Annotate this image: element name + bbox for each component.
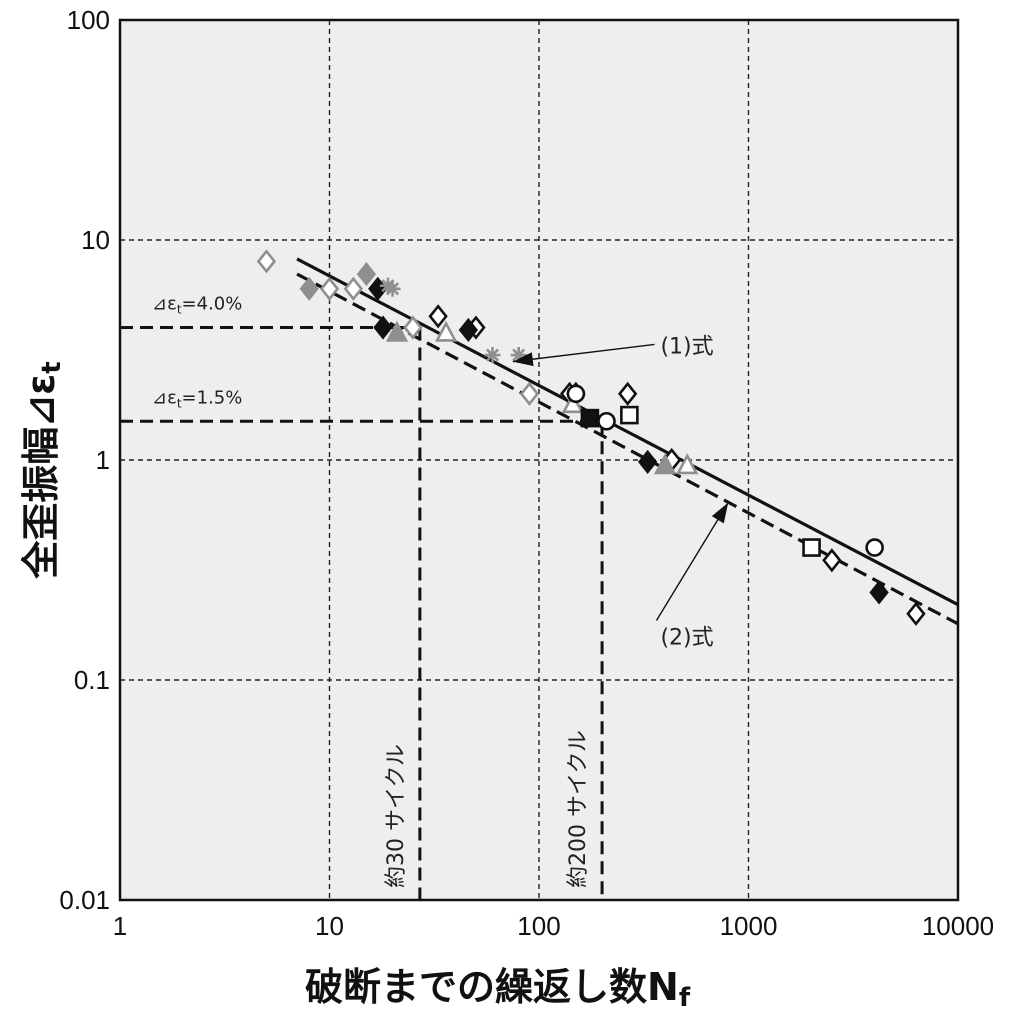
diamond-marker (256, 249, 277, 274)
diamond-marker (458, 317, 479, 343)
circle-marker (597, 411, 616, 431)
fit-line-1 (296, 257, 959, 607)
annotation-arrowhead (711, 502, 729, 524)
diamond-marker (343, 276, 364, 301)
y-tick-label: 10 (81, 225, 110, 255)
x-axis-label: 破断までの繰返し数Nf (305, 965, 691, 1010)
diamond-marker (637, 449, 658, 475)
data-markers (256, 249, 926, 626)
y-axis-label-main: 全歪振幅⊿ε (19, 374, 63, 580)
guide-label: ⊿εt=1.5% (152, 387, 242, 410)
annotation-label: (2)式 (660, 625, 713, 650)
x-tick-label: 10000 (922, 911, 994, 941)
diamond-marker (906, 601, 926, 626)
triangle-marker (653, 453, 677, 475)
x-tick-label: 10 (315, 911, 344, 941)
x-tick-label: 100 (517, 911, 560, 941)
x-axis-label-sub: f (679, 983, 691, 1010)
annotations: (1)式 (2)式 (512, 334, 729, 650)
plot-frame (118, 18, 960, 902)
guides: ⊿εt=4.0% ⊿εt=1.5% 約30 サイクル 約200 サイクル (120, 294, 604, 900)
triangle-marker (676, 453, 699, 475)
annotation-label: (1)式 (660, 334, 713, 359)
diamond-marker (822, 548, 842, 573)
annotation-arrowhead (512, 352, 534, 367)
diamond-marker (356, 261, 377, 287)
x-axis-label-main: 破断までの繰返し数N (305, 965, 679, 1009)
annotation-leader (512, 343, 655, 363)
x-tick-label: 1000 (720, 911, 778, 941)
y-tick-label: 0.01 (59, 885, 110, 915)
annotation-leader (655, 502, 729, 621)
diamond-marker (373, 315, 393, 340)
guide-label: ⊿εt=4.0% (152, 294, 242, 317)
y-axis-label-sub: t (37, 361, 67, 373)
cycle-label: 約30 サイクル (384, 744, 409, 888)
square-marker (802, 538, 821, 557)
cycle-label: 約200 サイクル (566, 730, 591, 888)
grid (120, 20, 958, 900)
fit-lines (296, 257, 959, 626)
circle-marker (865, 538, 884, 557)
y-tick-label: 1 (96, 445, 110, 475)
diamond-marker (299, 276, 319, 301)
diamond-marker (428, 304, 448, 329)
square-marker (620, 405, 639, 425)
diamond-marker (618, 381, 638, 406)
y-tick-label: 0.1 (74, 665, 110, 695)
asterisk-marker (484, 347, 501, 364)
y-axis-label: 全歪振幅⊿εt (19, 361, 67, 579)
axis-labels: 破断までの繰返し数Nf 全歪振幅⊿εt (19, 361, 691, 1010)
diamond-marker (869, 580, 889, 605)
tick-labels: 1 10 100 1000 10000 0.01 0.1 1 10 100 (59, 5, 994, 941)
triangle-marker (434, 320, 458, 342)
y-tick-label: 100 (67, 5, 110, 35)
x-tick-label: 1 (113, 911, 127, 941)
circle-marker (566, 384, 586, 404)
triangle-marker (385, 320, 409, 342)
diamond-marker (519, 381, 540, 406)
square-marker (580, 408, 600, 428)
asterisk-marker (384, 280, 401, 297)
diamond-marker (403, 315, 423, 340)
triangle-marker (561, 392, 584, 414)
diamond-marker (319, 276, 340, 301)
asterisk-marker (510, 347, 527, 364)
